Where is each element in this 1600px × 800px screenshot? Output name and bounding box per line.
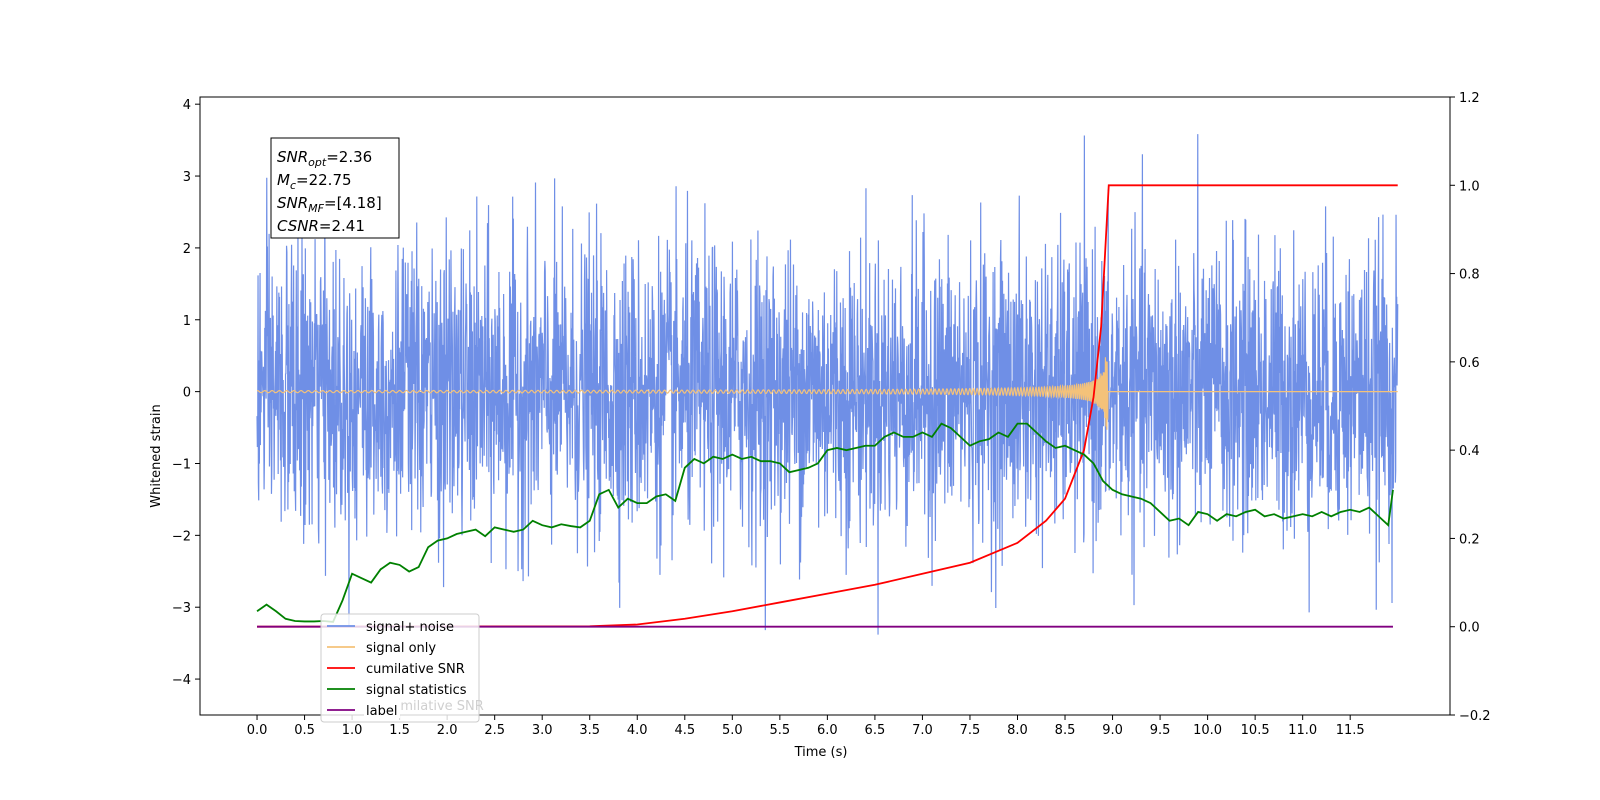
legend-entry: signal+ noise xyxy=(366,620,454,635)
x-tick-label: 7.0 xyxy=(912,723,933,738)
info-line-value: =2.41 xyxy=(319,217,365,235)
info-line-value: =[4.18] xyxy=(324,194,382,212)
series-signal-noise xyxy=(256,134,1399,635)
series-cumulative-snr xyxy=(257,184,1398,628)
y2-tick-label: 1.0 xyxy=(1459,179,1480,194)
plot-frame xyxy=(199,96,1451,716)
info-line-subscript: MF xyxy=(308,202,324,215)
y-tick-label: −3 xyxy=(172,601,191,616)
x-tick-label: 9.0 xyxy=(1102,723,1123,738)
x-tick-label: 9.5 xyxy=(1150,723,1171,738)
x-tick-label: 7.5 xyxy=(960,723,981,738)
y-tick-label: 2 xyxy=(183,242,191,257)
y-tick-label: −2 xyxy=(172,529,191,544)
y2-tick-label: −0.2 xyxy=(1459,709,1491,724)
series-signal-statistics xyxy=(256,422,1394,623)
info-line: Mc=22.75 xyxy=(277,171,352,192)
x-tick-label: 11.5 xyxy=(1336,723,1365,738)
info-line-subscript: c xyxy=(290,179,296,192)
x-tick-label: 8.5 xyxy=(1055,723,1076,738)
legend-entry-label: label xyxy=(366,704,397,719)
y2-tick-label: 0.6 xyxy=(1459,356,1480,371)
x-tick-label: 2.0 xyxy=(437,723,458,738)
y2-tick-label: 0.8 xyxy=(1459,268,1480,283)
x-axis-label: Time (s) xyxy=(794,745,848,760)
info-line: CSNR=2.41 xyxy=(277,217,365,235)
info-line-symbol: SNR xyxy=(277,194,308,212)
y-tick-label: 3 xyxy=(183,170,191,185)
info-line: SNRopt=2.36 xyxy=(277,148,372,169)
legend-cover xyxy=(364,701,400,718)
y2-tick-label: 1.2 xyxy=(1459,91,1480,106)
info-line-value: =2.36 xyxy=(326,148,372,166)
legend-hidden-text: cumilative SNR xyxy=(385,699,484,714)
info-line-symbol: CSNR xyxy=(277,217,319,235)
x-tick-label: 0.0 xyxy=(247,723,268,738)
x-tick-label: 5.0 xyxy=(722,723,743,738)
x-tick-label: 5.5 xyxy=(770,723,791,738)
x-tick-label: 10.0 xyxy=(1193,723,1222,738)
x-tick-label: 1.5 xyxy=(389,723,410,738)
info-line-subscript: opt xyxy=(308,156,327,169)
y2-tick-label: 0.2 xyxy=(1459,532,1480,547)
y-tick-label: −4 xyxy=(172,673,191,688)
x-tick-label: 2.5 xyxy=(484,723,505,738)
y2-tick-label: 0.0 xyxy=(1459,621,1480,636)
x-tick-label: 3.5 xyxy=(579,723,600,738)
x-tick-label: 6.5 xyxy=(865,723,886,738)
x-tick-label: 3.0 xyxy=(532,723,553,738)
x-tick-label: 11.0 xyxy=(1288,723,1317,738)
y-tick-label: −1 xyxy=(172,457,191,472)
y-axis-right: 1.2 1.0 0.8 0.6 0.4 0.2 0.0 −0.2 xyxy=(1450,91,1491,724)
info-line-symbol: SNR xyxy=(277,148,308,166)
info-line-value: =22.75 xyxy=(296,171,352,189)
legend: cumilative SNR signal+ noise signal only cu… xyxy=(320,613,484,723)
plot-area xyxy=(256,134,1399,635)
x-tick-label: 4.0 xyxy=(627,723,648,738)
x-tick-label: 8.0 xyxy=(1007,723,1028,738)
series-signal-only xyxy=(256,357,1398,430)
y-tick-label: 4 xyxy=(183,98,191,113)
y-axis-label: Whitened strain xyxy=(149,404,164,507)
x-tick-label: 1.0 xyxy=(342,723,363,738)
x-tick-label: 10.5 xyxy=(1241,723,1270,738)
x-tick-label: 0.5 xyxy=(294,723,315,738)
x-axis: 0.0 0.5 1.0 1.5 2.0 2.5 3.0 3.5 4.0 4.5 5.0 5.5 6.0 6… xyxy=(247,715,1365,738)
info-line: SNRMF=[4.18] xyxy=(277,194,382,215)
legend-entry: signal only xyxy=(366,641,436,656)
x-tick-label: 6.0 xyxy=(817,723,838,738)
info-line-symbol: M xyxy=(277,171,290,189)
y-tick-label: 1 xyxy=(183,314,191,329)
legend-box xyxy=(320,613,480,723)
y-tick-label: 0 xyxy=(183,386,191,401)
y2-tick-label: 0.4 xyxy=(1459,444,1480,459)
y-axis-left: 4 3 2 1 0 −1 −2 −3 −4 xyxy=(172,98,200,688)
legend-entry: cumilative SNR xyxy=(366,662,465,677)
legend-entry: signal statistics xyxy=(366,683,467,698)
x-tick-label: 4.5 xyxy=(674,723,695,738)
